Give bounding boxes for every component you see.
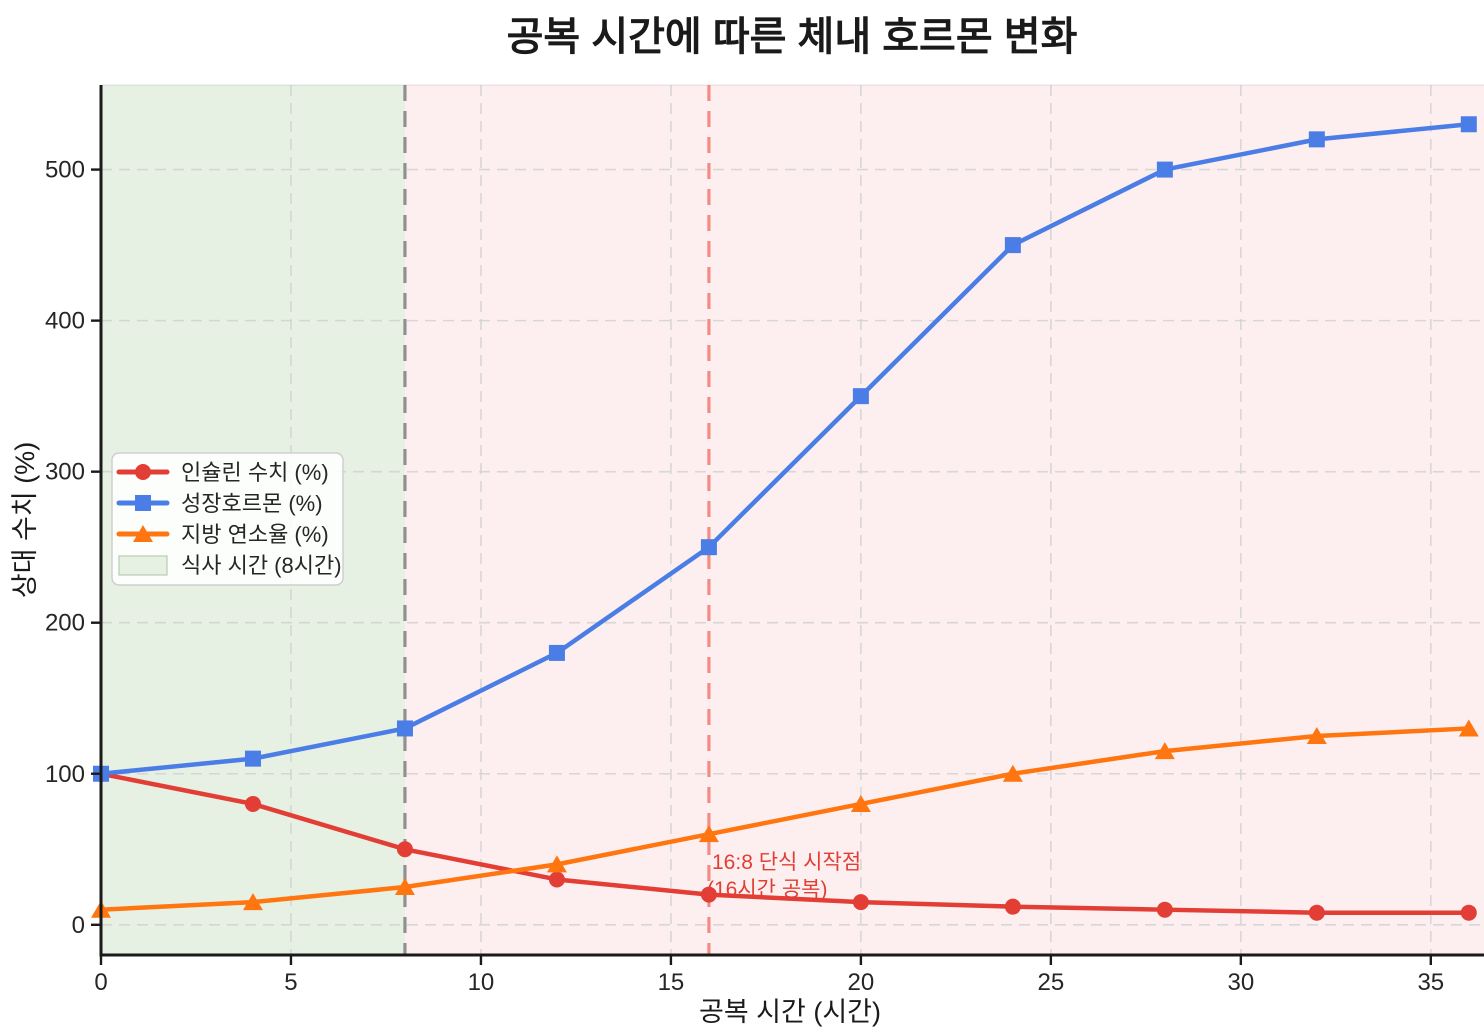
y-tick-label-100: 100 — [45, 761, 85, 788]
fat-burning-point-4h — [242, 893, 263, 911]
insulin-point-28h — [1156, 901, 1173, 918]
fasting-region — [404, 85, 1484, 955]
growth-hormone-point-16h — [700, 539, 717, 556]
growth-hormone-point-36h — [1460, 116, 1477, 133]
legend-label-insulin: 인슐린 수치 (%) — [181, 460, 329, 485]
x-tick-label-15: 15 — [658, 969, 685, 996]
insulin-point-8h — [396, 841, 413, 858]
growth-hormone-point-8h — [396, 720, 413, 737]
x-axis-label: 공복 시간 (시간) — [699, 997, 881, 1027]
growth-hormone-point-4h — [244, 750, 261, 767]
fat-burning-point-32h — [1306, 726, 1327, 744]
fasting-start-annotation: 16:8 단식 시작점 (16시간 공복) — [707, 851, 861, 901]
growth-hormone-line — [98, 122, 1472, 776]
legend-item-insulin: 인슐린 수치 (%) — [116, 460, 329, 485]
legend-item-fat-burning: 지방 연소율 (%) — [116, 522, 329, 547]
insulin-point-24h — [1004, 898, 1021, 915]
insulin-point-4h — [244, 795, 261, 812]
annotation-line-2: (16시간 공복) — [707, 878, 827, 901]
legend-box — [111, 452, 344, 586]
insulin-point-12h — [548, 871, 565, 888]
y-tick-label-200: 200 — [45, 610, 85, 637]
x-tick-label-25: 25 — [1038, 969, 1065, 996]
x-tick-label-20: 20 — [848, 969, 875, 996]
x-tick-label-35: 35 — [1417, 969, 1444, 996]
fat-burning-point-16h — [698, 825, 719, 843]
legend-item-growth-hormone: 성장호르몬 (%) — [116, 491, 323, 516]
insulin-circle-marker-icon — [135, 464, 151, 480]
growth-hormone-square-marker-icon — [135, 495, 151, 511]
plot-area: 0 5 10 15 20 25 30 35 0 100 200 300 400 500 — [45, 84, 1484, 996]
growth-hormone-point-12h — [548, 644, 565, 661]
growth-hormone-point-24h — [1004, 237, 1021, 254]
y-tick-label-0: 0 — [72, 912, 85, 939]
annotation-line-1: 16:8 단식 시작점 — [712, 851, 861, 874]
legend-label-growth-hormone: 성장호르몬 (%) — [181, 491, 323, 516]
legend-item-meal-window: 식사 시간 (8시간) — [118, 553, 342, 578]
x-tick-label-10: 10 — [468, 969, 495, 996]
insulin-line — [98, 771, 1472, 915]
fat-burning-point-20h — [850, 794, 871, 812]
insulin-point-32h — [1308, 904, 1325, 921]
fat-burning-triangle-marker-icon — [133, 525, 153, 542]
x-tick-label-5: 5 — [284, 969, 297, 996]
fat-burning-point-8h — [394, 878, 415, 896]
chart-title: 공복 시간에 따른 체내 호르몬 변화 — [507, 15, 1078, 59]
fat-burning-point-12h — [546, 855, 567, 873]
meal-window-patch-icon — [118, 555, 168, 576]
legend-label-fat-burning: 지방 연소율 (%) — [181, 522, 329, 547]
insulin-point-20h — [852, 894, 869, 911]
y-axis-label: 상대 수치 (%) — [10, 442, 40, 598]
legend: 인슐린 수치 (%) 성장호르몬 (%) 지방 연소율 (%) 식사 시간 (8… — [111, 452, 344, 586]
x-tick-label-30: 30 — [1227, 969, 1254, 996]
fat-burning-point-36h — [1458, 719, 1479, 737]
growth-hormone-point-20h — [852, 388, 869, 405]
legend-label-meal-window: 식사 시간 (8시간) — [181, 553, 342, 578]
y-tick-label-400: 400 — [45, 308, 85, 335]
fat-burning-line — [98, 726, 1472, 912]
fat-burning-point-28h — [1154, 742, 1175, 760]
growth-hormone-point-32h — [1308, 131, 1325, 148]
y-tick-label-300: 300 — [45, 459, 85, 486]
insulin-point-36h — [1460, 904, 1477, 921]
insulin-point-16h — [700, 886, 717, 903]
fat-burning-point-24h — [1002, 764, 1023, 782]
y-tick-label-500: 500 — [45, 157, 85, 184]
x-tick-label-0: 0 — [94, 969, 107, 996]
growth-hormone-point-28h — [1156, 161, 1173, 178]
